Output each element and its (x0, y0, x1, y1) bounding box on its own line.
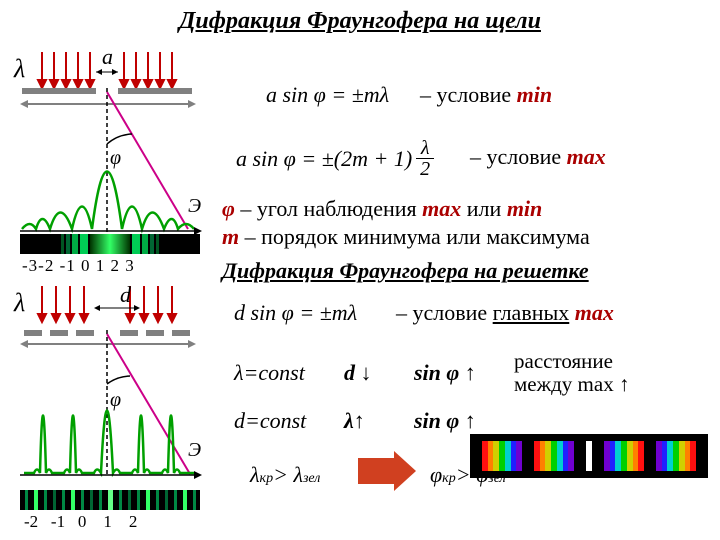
spectrum-order-m2-right (656, 441, 696, 471)
slit-orders: -3-2 -1 0 1 2 3 (22, 256, 135, 276)
condition-mainmax: – условие главных max (396, 300, 614, 326)
subtitle-grating: Дифракция Фраунгофера на решетке (222, 258, 589, 284)
implies-arrow (358, 458, 394, 484)
angle-phi-slit: φ (110, 147, 121, 169)
slit-diagram: a φ Э (10, 44, 210, 244)
formula-max: a sin φ = ±(2m + 1) λ 2 (236, 138, 434, 179)
row-lambda-const: λ=const d ↓ sin φ ↑ расстояниемежду max … (234, 350, 629, 396)
condition-max: – условие max (470, 144, 606, 170)
axis-e-slit: Э (188, 195, 201, 217)
grating-pattern (20, 490, 200, 510)
row-d-const: d=const λ↑ sin φ ↑ (234, 408, 494, 434)
phi-explain: φ – угол наблюдения max или min (222, 196, 542, 222)
spectrum-order-m1-left (534, 441, 574, 471)
spectrum (470, 434, 708, 478)
grating-orders: -2 -1 0 1 2 (24, 512, 137, 532)
formula-mainmax: d sin φ = ±mλ (234, 300, 357, 326)
lambda-ineq: λкр> λзел (250, 462, 320, 488)
condition-min: – условие min (420, 82, 552, 108)
page-title: Дифракция Фраунгофера на щели (0, 8, 720, 35)
axis-e-grating: Э (188, 439, 201, 461)
spectrum-central (586, 441, 592, 471)
formula-min: a sin φ = ±mλ (266, 82, 389, 108)
m-explain: m – порядок минимума или максимума (222, 224, 590, 250)
period-label: d (120, 282, 132, 307)
grating-diagram: d φ Э (10, 278, 210, 488)
angle-phi-grating: φ (110, 389, 121, 411)
slit-pattern (20, 234, 200, 254)
spectrum-order-m2-left (482, 441, 522, 471)
spectrum-order-m1-right (604, 441, 644, 471)
aperture-label: a (102, 44, 113, 69)
